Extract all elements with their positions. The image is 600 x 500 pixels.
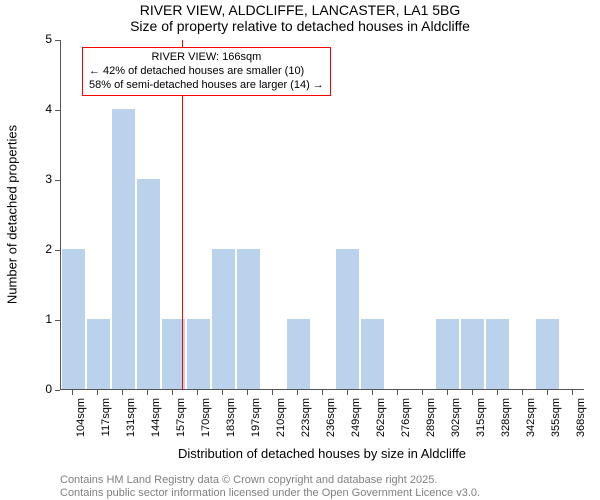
x-tick-mark (547, 390, 548, 395)
x-tick-label: 315sqm (475, 398, 487, 453)
x-tick-label: 197sqm (250, 398, 262, 453)
x-tick-mark (422, 390, 423, 395)
y-tick-mark (55, 250, 60, 251)
x-tick-label: 249sqm (350, 398, 362, 453)
x-tick-label: 342sqm (525, 398, 537, 453)
y-axis-label: Number of detached properties (5, 115, 20, 315)
x-tick-label: 276sqm (400, 398, 412, 453)
y-tick-label: 4 (45, 102, 52, 116)
x-tick-mark (572, 390, 573, 395)
histogram-bar (212, 249, 235, 389)
histogram-bar (436, 319, 459, 389)
x-tick-mark (297, 390, 298, 395)
annotation-line1: RIVER VIEW: 166sqm (89, 51, 324, 65)
x-tick-label: 117sqm (100, 398, 112, 453)
x-tick-label: 157sqm (175, 398, 187, 453)
footer-line2: Contains public sector information licen… (60, 487, 480, 499)
y-tick-label: 1 (45, 312, 52, 326)
histogram-bar (137, 179, 160, 389)
annotation-line3: 58% of semi-detached houses are larger (… (89, 79, 324, 93)
histogram-bar (237, 249, 260, 389)
x-tick-mark (72, 390, 73, 395)
x-tick-label: 236sqm (325, 398, 337, 453)
histogram-bar (287, 319, 310, 389)
x-tick-mark (472, 390, 473, 395)
y-tick-label: 5 (45, 32, 52, 46)
annotation-line2: ← 42% of detached houses are smaller (10… (89, 65, 324, 79)
x-tick-mark (322, 390, 323, 395)
x-tick-label: 131sqm (125, 398, 137, 453)
x-tick-mark (247, 390, 248, 395)
x-tick-mark (197, 390, 198, 395)
y-tick-mark (55, 180, 60, 181)
histogram-bar (87, 319, 110, 389)
y-tick-label: 3 (45, 172, 52, 186)
chart-container: RIVER VIEW, ALDCLIFFE, LANCASTER, LA1 5B… (0, 0, 600, 500)
x-tick-mark (497, 390, 498, 395)
x-tick-label: 368sqm (575, 398, 587, 453)
y-tick-label: 0 (45, 382, 52, 396)
x-tick-mark (447, 390, 448, 395)
y-tick-label: 2 (45, 242, 52, 256)
footer-line1: Contains HM Land Registry data © Crown c… (60, 474, 437, 486)
histogram-bar (536, 319, 559, 389)
x-tick-mark (97, 390, 98, 395)
annotation-box: RIVER VIEW: 166sqm ← 42% of detached hou… (82, 47, 331, 96)
x-tick-mark (147, 390, 148, 395)
x-tick-mark (522, 390, 523, 395)
x-tick-label: 210sqm (275, 398, 287, 453)
histogram-bar (187, 319, 210, 389)
x-tick-label: 262sqm (375, 398, 387, 453)
x-tick-mark (397, 390, 398, 395)
x-tick-label: 170sqm (200, 398, 212, 453)
x-tick-mark (372, 390, 373, 395)
title-main: RIVER VIEW, ALDCLIFFE, LANCASTER, LA1 5B… (0, 2, 600, 18)
x-tick-mark (222, 390, 223, 395)
x-tick-label: 144sqm (150, 398, 162, 453)
title-sub: Size of property relative to detached ho… (0, 18, 600, 34)
y-tick-mark (55, 390, 60, 391)
x-tick-label: 355sqm (550, 398, 562, 453)
x-tick-label: 302sqm (450, 398, 462, 453)
histogram-bar (361, 319, 384, 389)
x-tick-mark (347, 390, 348, 395)
histogram-bar (62, 249, 85, 389)
x-tick-label: 104sqm (75, 398, 87, 453)
histogram-bar (112, 109, 135, 389)
y-tick-mark (55, 40, 60, 41)
x-tick-label: 183sqm (225, 398, 237, 453)
x-tick-label: 328sqm (500, 398, 512, 453)
histogram-bar (461, 319, 484, 389)
title-block: RIVER VIEW, ALDCLIFFE, LANCASTER, LA1 5B… (0, 2, 600, 34)
x-tick-label: 289sqm (425, 398, 437, 453)
x-tick-mark (172, 390, 173, 395)
x-tick-mark (272, 390, 273, 395)
histogram-bar (486, 319, 509, 389)
histogram-bar (336, 249, 359, 389)
x-tick-label: 223sqm (300, 398, 312, 453)
y-tick-mark (55, 110, 60, 111)
y-tick-mark (55, 320, 60, 321)
x-tick-mark (122, 390, 123, 395)
